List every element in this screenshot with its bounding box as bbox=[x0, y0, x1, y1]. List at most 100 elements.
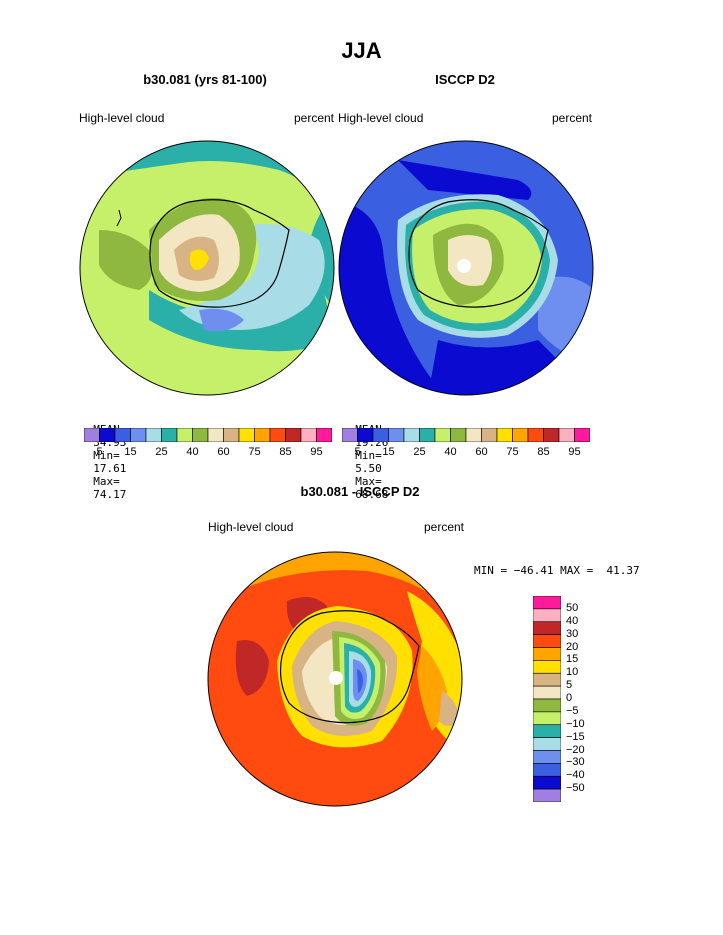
colorbar-tick-label: 0 bbox=[566, 692, 573, 704]
pole-hole bbox=[457, 259, 471, 273]
colorbar-swatch bbox=[527, 428, 544, 442]
colorbar-swatch bbox=[403, 428, 420, 442]
left-panel-variable-label: High-level cloud bbox=[79, 111, 165, 125]
colorbar-tick-label: −50 bbox=[566, 782, 585, 795]
colorbar-tick-label: −30 bbox=[566, 756, 585, 769]
colorbar-swatch bbox=[533, 711, 561, 726]
colorbar-tick-label: 60 bbox=[475, 446, 488, 458]
left-colorbar-ticks: 5 15 25 40 60 75 85 95 bbox=[0, 446, 723, 460]
right-polar-map bbox=[338, 140, 594, 396]
map-fill-tan-east bbox=[439, 691, 459, 726]
map-border bbox=[79, 140, 335, 396]
colorbar-swatch bbox=[533, 634, 561, 648]
antarctica-coastline bbox=[149, 199, 290, 308]
map-fill-darkred-west bbox=[235, 640, 269, 696]
map-border bbox=[338, 140, 594, 396]
colorbar-tick-label: 95 bbox=[310, 446, 323, 458]
colorbar-swatch bbox=[114, 428, 131, 442]
colorbar-tick-label: 5 bbox=[566, 679, 573, 692]
colorbar-tick-label: 50 bbox=[566, 601, 579, 614]
colorbar-swatch bbox=[176, 428, 193, 442]
colorbar-tick-label: 5 bbox=[354, 446, 361, 458]
left-panel-title: b30.081 (yrs 81-100) bbox=[143, 72, 267, 87]
map-fill-dark-north bbox=[398, 160, 532, 200]
left-stats: MEAN= 34.93 Min= 17.61 Max= 74.17 bbox=[80, 410, 126, 501]
colorbar-swatch bbox=[207, 428, 224, 442]
left-colorbar bbox=[84, 428, 332, 442]
colorbar-tick-label: 40 bbox=[566, 614, 579, 627]
colorbar-swatch bbox=[316, 428, 332, 442]
colorbar-swatch bbox=[533, 763, 561, 777]
diff-panel-variable-label: High-level cloud bbox=[208, 520, 294, 534]
colorbar-swatch bbox=[533, 724, 561, 738]
map-fill-lightblue bbox=[179, 224, 325, 330]
right-panel-title: ISCCP D2 bbox=[435, 72, 495, 87]
colorbar-swatch bbox=[84, 428, 100, 442]
map-fill-yellow-max bbox=[189, 249, 209, 270]
diff-colorbar-ticks: 50 40 30 20 15 10 5 0 −5 −10 −15 −20 −30 −40 −50 bbox=[566, 596, 606, 802]
colorbar-swatch bbox=[254, 428, 271, 442]
map-fill-olive-west bbox=[99, 230, 153, 290]
colorbar-swatch bbox=[512, 428, 529, 442]
colorbar-swatch bbox=[285, 428, 302, 442]
colorbar-swatch bbox=[481, 428, 498, 442]
colorbar-swatch bbox=[533, 698, 561, 713]
colorbar-tick-label: −15 bbox=[566, 730, 585, 743]
diff-panel-units-label: percent bbox=[423, 520, 464, 534]
colorbar-swatch bbox=[465, 428, 482, 442]
colorbar-swatch bbox=[574, 428, 590, 442]
left-polar-map bbox=[79, 140, 335, 396]
colorbar-swatch bbox=[533, 596, 561, 610]
colorbar-tick-label: 10 bbox=[566, 666, 579, 679]
right-max-value: 68.68 bbox=[355, 488, 389, 501]
colorbar-swatch bbox=[533, 660, 561, 674]
antarctica-coastline bbox=[279, 610, 420, 724]
diff-range-text: MIN = −46.41 MAX = 41.37 bbox=[474, 564, 640, 577]
colorbar-swatch bbox=[533, 685, 561, 700]
colorbar-tick-label: 20 bbox=[566, 640, 579, 653]
colorbar-tick-label: −5 bbox=[566, 704, 579, 717]
colorbar-tick-label: −10 bbox=[566, 717, 585, 730]
colorbar-swatch bbox=[533, 647, 561, 661]
map-border bbox=[207, 551, 463, 807]
colorbar-swatch bbox=[223, 428, 240, 442]
colorbar-swatch bbox=[192, 428, 209, 442]
colorbar-tick-label: 85 bbox=[537, 446, 550, 458]
right-min-value: 5.50 bbox=[355, 462, 382, 475]
colorbar-tick-label: 75 bbox=[248, 446, 261, 458]
colorbar-swatch bbox=[161, 428, 178, 442]
colorbar-tick-label: 40 bbox=[186, 446, 199, 458]
colorbar-swatch bbox=[372, 428, 389, 442]
colorbar-tick-label: −40 bbox=[566, 769, 585, 782]
left-panel-units-label: percent bbox=[293, 111, 334, 125]
colorbar-swatch bbox=[130, 428, 147, 442]
map-fill-deepblue bbox=[357, 669, 363, 693]
right-min-label: Min= bbox=[355, 449, 382, 462]
map-fill-orange-east bbox=[417, 646, 447, 731]
left-min-label: Min= bbox=[93, 449, 120, 462]
antarctica-coastline bbox=[408, 199, 549, 308]
colorbar-swatch bbox=[496, 428, 513, 442]
right-max-label: Max= bbox=[355, 475, 382, 488]
colorbar-tick-label: 15 bbox=[382, 446, 395, 458]
right-panel-units-label: percent bbox=[551, 111, 592, 125]
map-fill-blue-patch bbox=[199, 308, 244, 332]
colorbar-swatch bbox=[419, 428, 436, 442]
colorbar-tick-label: 25 bbox=[413, 446, 426, 458]
colorbar-tick-label: 30 bbox=[566, 627, 579, 640]
colorbar-swatch bbox=[533, 750, 561, 764]
colorbar-swatch bbox=[269, 428, 286, 442]
colorbar-tick-label: 40 bbox=[444, 446, 457, 458]
right-panel-variable-label: High-level cloud bbox=[338, 111, 424, 125]
pole-hole bbox=[329, 671, 343, 685]
left-max-value: 74.17 bbox=[93, 488, 127, 501]
map-fill-teal-ring bbox=[149, 270, 334, 352]
colorbar-swatch bbox=[300, 428, 317, 442]
colorbar-tick-label: 5 bbox=[96, 446, 103, 458]
colorbar-tick-label: 60 bbox=[217, 446, 230, 458]
difference-polar-map bbox=[207, 551, 463, 807]
colorbar-swatch bbox=[342, 428, 358, 442]
right-colorbar-ticks: 5 15 25 40 60 75 85 95 bbox=[0, 446, 723, 460]
colorbar-tick-label: 25 bbox=[155, 446, 168, 458]
colorbar-tick-label: 95 bbox=[568, 446, 581, 458]
